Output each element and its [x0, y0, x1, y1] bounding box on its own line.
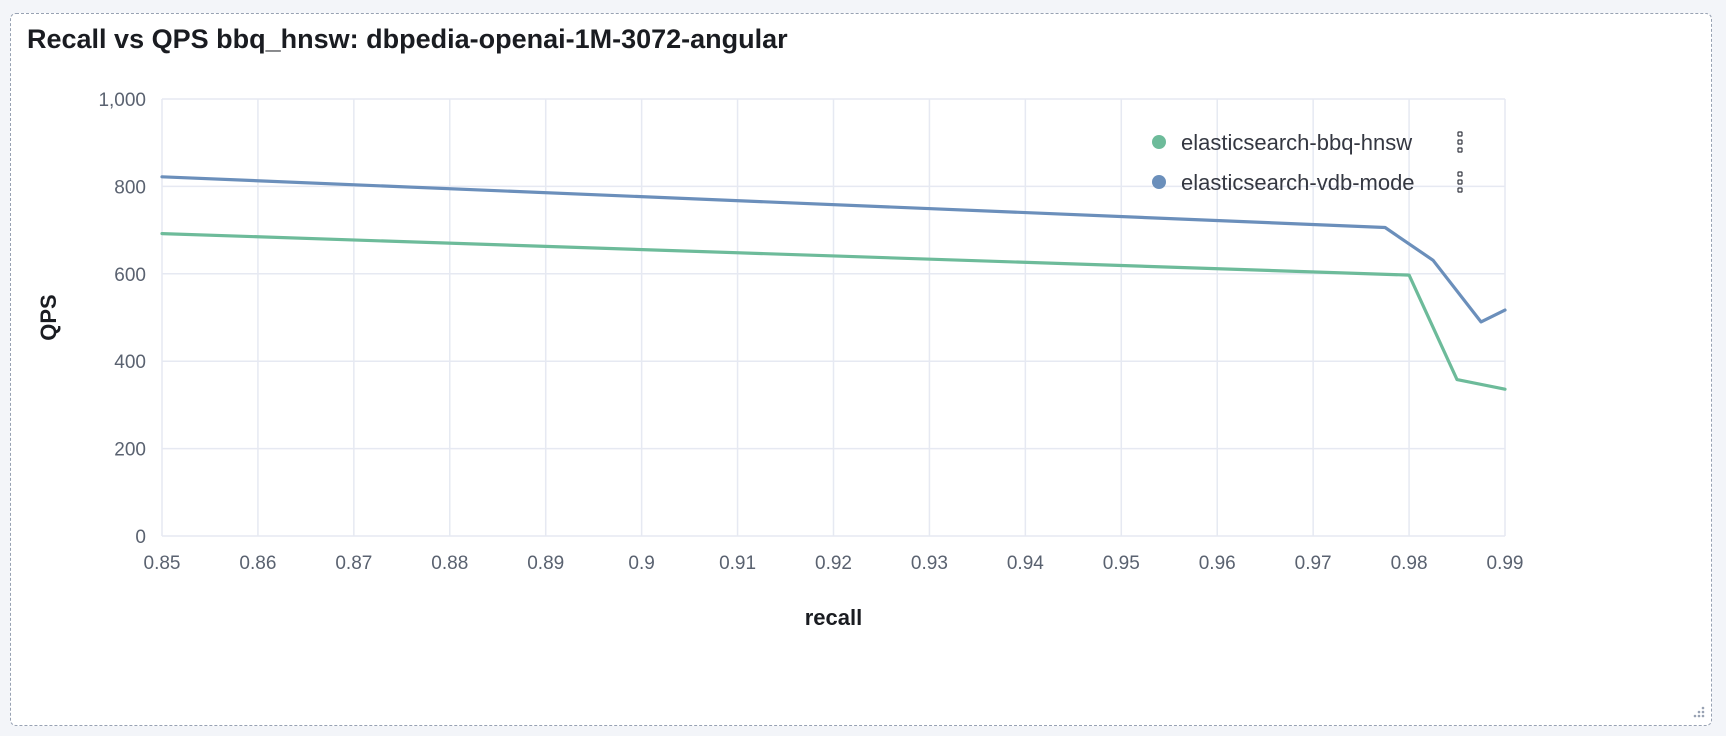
chart-panel: Recall vs QPS bbq_hnsw: dbpedia-openai-1…	[10, 13, 1712, 726]
y-tick-label: 800	[114, 177, 146, 198]
y-tick-label: 200	[114, 440, 146, 461]
x-tick-label: 0.89	[527, 553, 564, 574]
x-tick-label: 0.93	[911, 553, 948, 574]
legend-label[interactable]: elasticsearch-bbq-hnsw	[1181, 130, 1412, 155]
x-tick-label: 0.96	[1199, 553, 1236, 574]
x-axis-title: recall	[805, 605, 863, 630]
legend-marker	[1152, 175, 1166, 189]
y-tick-label: 600	[114, 265, 146, 286]
legend-label[interactable]: elasticsearch-vdb-mode	[1181, 170, 1415, 195]
y-tick-label: 0	[135, 527, 146, 548]
x-tick-label: 0.88	[431, 553, 468, 574]
series-line-elasticsearch-vdb-mode	[160, 175, 1507, 324]
x-tick-label: 0.87	[335, 553, 372, 574]
x-tick-label: 0.92	[815, 553, 852, 574]
vertical-ellipsis-icon[interactable]	[1457, 131, 1463, 153]
series-line-elasticsearch-bbq-hnsw	[160, 232, 1507, 391]
x-tick-label: 0.91	[719, 553, 756, 574]
legend-marker	[1152, 135, 1166, 149]
y-tick-label: 1,000	[98, 90, 146, 111]
x-tick-label: 0.98	[1391, 553, 1428, 574]
x-tick-label: 0.85	[144, 553, 181, 574]
x-tick-label: 0.95	[1103, 553, 1140, 574]
x-tick-label: 0.99	[1487, 553, 1524, 574]
y-axis-title: QPS	[36, 294, 61, 340]
x-tick-label: 0.94	[1007, 553, 1044, 574]
y-tick-label: 400	[114, 352, 146, 373]
x-tick-label: 0.9	[628, 553, 654, 574]
x-tick-label: 0.86	[239, 553, 276, 574]
line-chart: 0.85 0.86 0.87 0.88 0.89 0.9 0.91 0.92 0.93 0.94 0…	[36, 90, 1524, 630]
panel-title: Recall vs QPS bbq_hnsw: dbpedia-openai-1…	[27, 24, 788, 54]
resize-handle-icon[interactable]	[1691, 705, 1705, 719]
vertical-ellipsis-icon[interactable]	[1457, 171, 1463, 193]
x-tick-label: 0.97	[1295, 553, 1332, 574]
